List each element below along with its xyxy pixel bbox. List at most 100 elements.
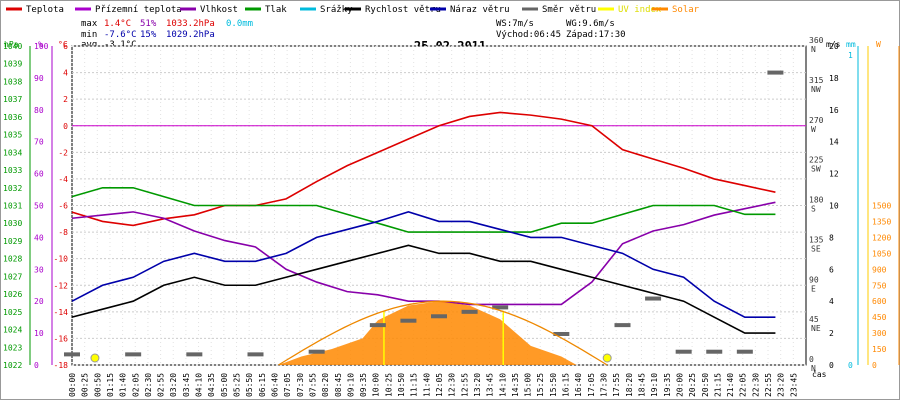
tick-w: 1200: [872, 233, 891, 242]
legend-label-1: Přízemní teplota: [95, 5, 182, 15]
x-tick-label: 18:45: [637, 373, 646, 397]
tick-ms: 4: [829, 297, 834, 306]
wind-dir-mark: [614, 323, 631, 328]
x-tick-label: 09:35: [359, 373, 368, 397]
x-tick-label: 05:50: [245, 373, 254, 397]
tick-temp: -18: [54, 361, 69, 370]
x-tick-label: 23:45: [789, 373, 798, 397]
stat-min-label: min: [81, 30, 97, 40]
wind-dir-mark: [675, 349, 692, 354]
tick-dir-deg: 135: [809, 235, 824, 244]
tick-w: 150: [872, 345, 887, 354]
x-tick-label: 21:40: [726, 373, 735, 397]
x-tick-label: 04:35: [207, 373, 216, 397]
series-line-0: [71, 111, 776, 227]
stat-avg-label: avg: [81, 40, 97, 50]
tick-ms: 16: [829, 106, 839, 115]
x-tick-label: 19:35: [663, 373, 672, 397]
wind-dir-mark: [461, 309, 478, 314]
tick-ms: 20: [829, 42, 839, 51]
wind-dir-mark: [431, 314, 447, 319]
sun-curve: [278, 300, 608, 366]
tick-temp: -2: [58, 148, 68, 157]
tick-w: 1500: [872, 202, 891, 211]
tick-hpa: 1040: [3, 42, 22, 51]
legend-label-7: Směr větru: [542, 5, 596, 15]
legend-label-3: Tlak: [265, 5, 287, 15]
wind-dir-mark: [308, 349, 325, 354]
tick-pct: 10: [34, 329, 44, 338]
stat-sunrise: Východ:06:45: [496, 30, 561, 40]
x-tick-label: 17:30: [600, 373, 609, 397]
tick-temp: -10: [54, 255, 69, 264]
tick-hpa: 1025: [3, 308, 22, 317]
tick-dir-lbl: E: [811, 284, 816, 293]
tick-pct: 70: [34, 138, 44, 147]
wind-dir-mark: [706, 349, 723, 354]
stat-min-hum: 15%: [140, 30, 157, 40]
x-tick-label: 08:20: [321, 373, 330, 397]
sun-marker: [90, 353, 100, 363]
tick-hpa: 1028: [3, 255, 22, 264]
tick-ms: 0: [829, 361, 834, 370]
tick-dir-lbl: NW: [811, 85, 821, 94]
wind-dir-mark: [125, 352, 142, 357]
wind-dir-mark: [767, 70, 784, 75]
tick-hpa: 1035: [3, 131, 22, 140]
series-area-solar: [278, 301, 608, 365]
x-tick-label: 14:10: [498, 373, 507, 397]
x-tick-label: 02:55: [157, 373, 166, 397]
tick-w: 1350: [872, 217, 891, 226]
tick-hpa: 1037: [3, 95, 22, 104]
tick-w: 600: [872, 297, 887, 306]
x-tick-label: 09:10: [346, 373, 355, 397]
x-tick-label: 13:20: [473, 373, 482, 397]
tick-dir-lbl: NE: [811, 324, 821, 333]
x-tick-label: 14:35: [511, 373, 520, 397]
stat-max-press: 1033.2hPa: [166, 19, 215, 29]
tick-dir-deg: 270: [809, 116, 824, 125]
tick-w: 750: [872, 281, 887, 290]
tick-temp: 2: [63, 95, 68, 104]
x-tick-label: 22:30: [751, 373, 760, 397]
tick-dir-deg: 360: [809, 36, 824, 45]
stat-sunset: Západ:17:30: [566, 30, 626, 40]
x-tick-label: 13:45: [486, 373, 495, 397]
x-tick-label: 02:30: [144, 373, 153, 397]
wind-dir-mark: [553, 331, 570, 336]
x-tick-label: 11:15: [410, 373, 419, 397]
series-line-1: [71, 201, 776, 306]
stat-avg-temp: -3.1°C: [104, 40, 137, 50]
tick-ms: 6: [829, 265, 834, 274]
tick-pct: 50: [34, 202, 44, 211]
x-tick-label: 01:40: [119, 373, 128, 397]
tick-hpa: 1034: [3, 148, 22, 157]
tick-pct: 80: [34, 106, 44, 115]
stat-min-press: 1029.2hPa: [166, 30, 215, 40]
tick-dir-lbl: W: [811, 125, 816, 134]
x-unit-label: čas: [812, 369, 827, 379]
tick-temp: -6: [58, 202, 68, 211]
wind-dir-mark: [645, 296, 662, 301]
stat-max-temp: 1.4°C: [104, 19, 131, 29]
x-tick-label: 06:15: [258, 373, 267, 397]
x-tick-label: 00:50: [93, 373, 102, 397]
tick-hpa: 1029: [3, 237, 22, 246]
x-tick-label: 10:25: [384, 373, 393, 397]
tick-ms: 8: [829, 233, 834, 242]
tick-pct: 0: [34, 361, 39, 370]
tick-dir-deg: 180: [809, 196, 824, 205]
x-tick-label: 17:05: [587, 373, 596, 397]
x-tick-label: 00:00: [68, 373, 77, 397]
tick-dir-lbl: SW: [811, 165, 821, 174]
tick-temp: 6: [63, 42, 68, 51]
x-tick-label: 00:25: [81, 373, 90, 397]
x-tick-label: 23:20: [777, 373, 786, 397]
x-tick-label: 16:40: [574, 373, 583, 397]
tick-dir-lbl: N: [811, 364, 816, 373]
x-tick-label: 10:50: [397, 373, 406, 397]
tick-ms: 10: [829, 202, 839, 211]
sun-marker: [602, 353, 612, 363]
axis-unit-temp: °C: [58, 40, 68, 49]
